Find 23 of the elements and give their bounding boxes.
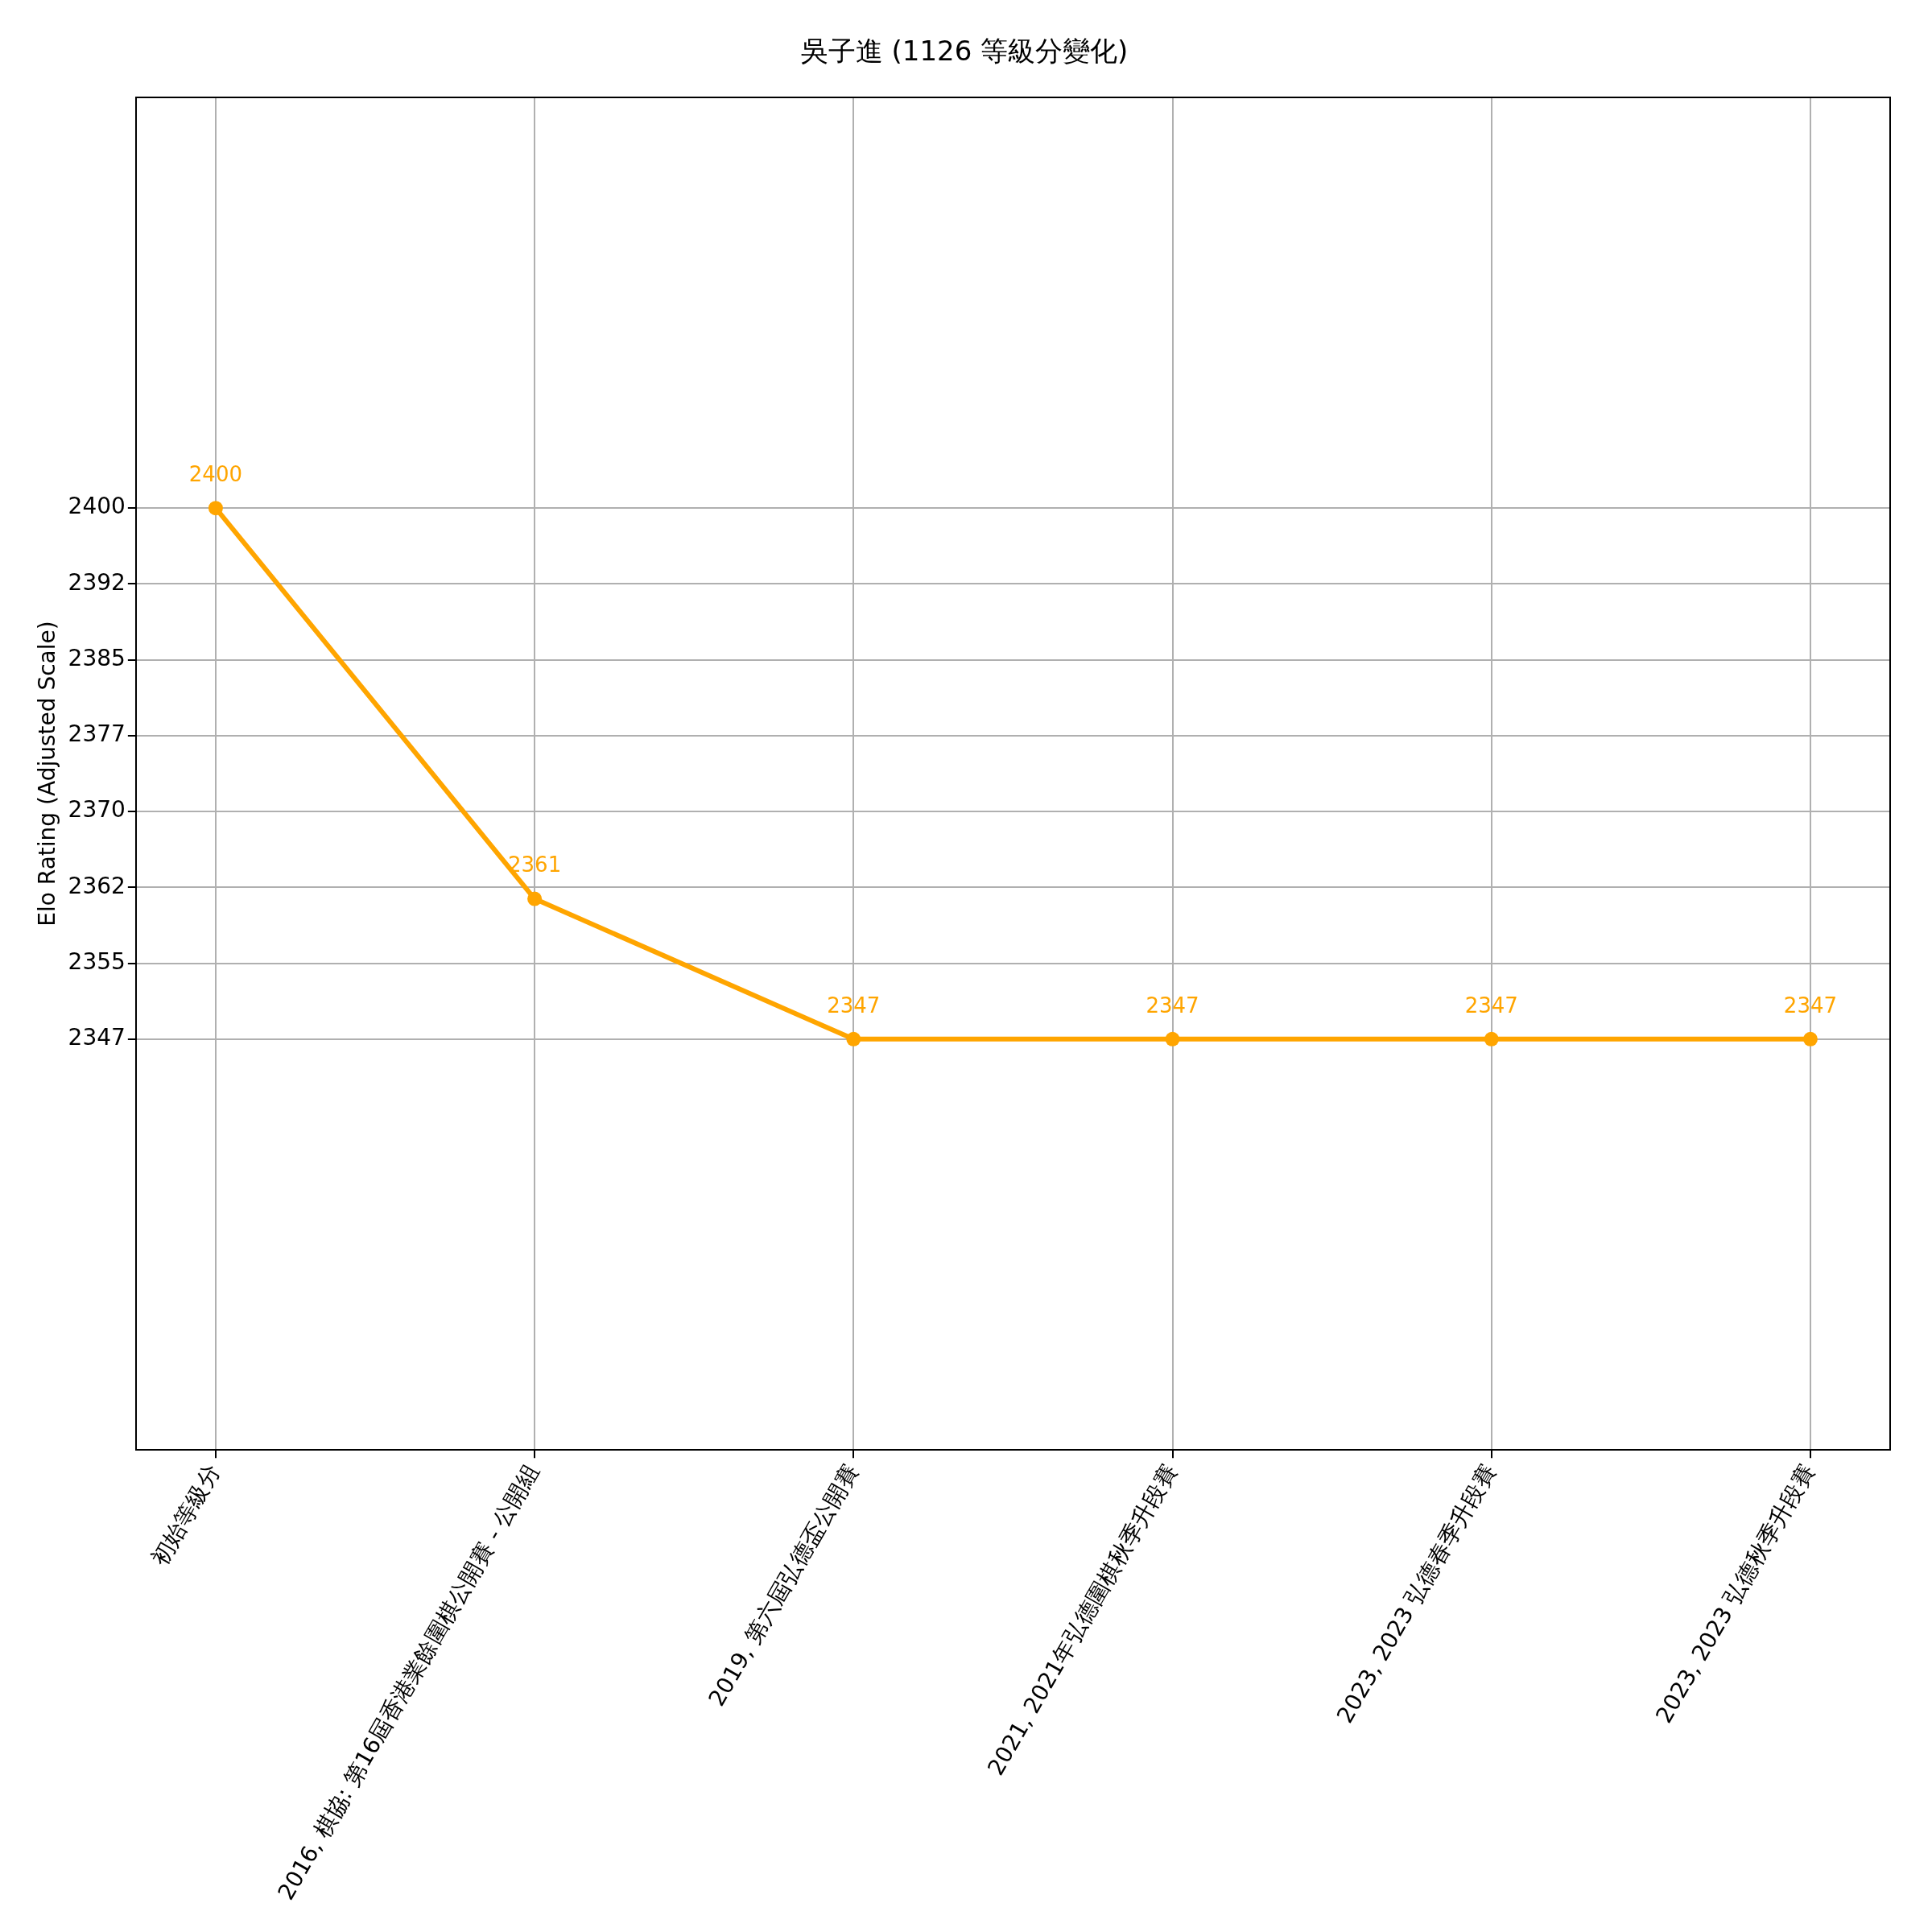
y-axis-title: Elo Rating (Adjusted Scale) xyxy=(34,621,61,927)
point xyxy=(527,891,543,906)
data-label: 2347 xyxy=(827,993,881,1018)
point xyxy=(1802,1031,1818,1046)
chart-title: 吳子進 (1126 等級分變化) xyxy=(800,35,1129,68)
y-tick-label: 2392 xyxy=(68,568,126,596)
data-label: 2347 xyxy=(1783,993,1838,1018)
y-tick-label: 2400 xyxy=(68,493,126,520)
point xyxy=(846,1031,861,1046)
y-tick-label: 2362 xyxy=(68,872,126,899)
data-label: 2347 xyxy=(1464,993,1518,1018)
x-tick-label: 初始等級分 xyxy=(146,1459,226,1571)
y-tick-label: 2377 xyxy=(68,720,126,748)
y-tick-label: 2355 xyxy=(68,947,126,975)
data-label: 2361 xyxy=(508,852,562,877)
y-tick-label: 2385 xyxy=(68,644,126,671)
point xyxy=(1484,1031,1499,1046)
y-tick-label: 2347 xyxy=(68,1024,126,1051)
y-tick-label: 2370 xyxy=(68,796,126,824)
data-label: 2400 xyxy=(188,461,242,486)
point xyxy=(208,501,223,516)
point xyxy=(1165,1031,1180,1046)
data-label: 2347 xyxy=(1146,993,1199,1018)
